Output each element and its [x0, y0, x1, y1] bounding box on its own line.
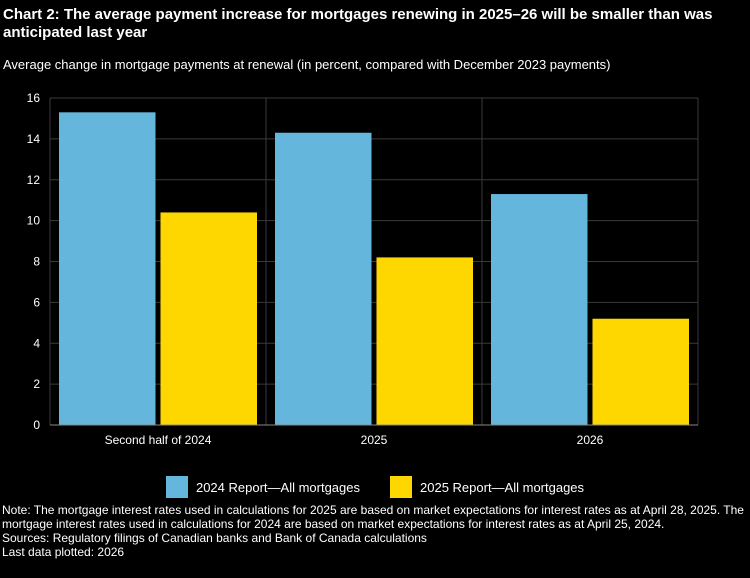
- bar-2024-report: [275, 132, 372, 425]
- chart-title: Chart 2: The average payment increase fo…: [3, 6, 713, 41]
- y-tick-label: 4: [33, 336, 40, 350]
- legend-swatch-2025-report: [390, 476, 412, 498]
- last-data-text: Last data plotted: 2026: [2, 545, 125, 559]
- y-tick-label: 10: [27, 214, 41, 228]
- bar-2024-report: [59, 112, 156, 426]
- y-tick-label: 0: [33, 418, 40, 432]
- y-tick-label: 6: [33, 295, 40, 309]
- legend-item-2025-report[interactable]: 2025 Report—All mortgages: [390, 476, 584, 498]
- chart-notes: Note: The mortgage interest rates used i…: [2, 503, 748, 559]
- bar-2025-report: [376, 257, 473, 425]
- chart-legend: 2024 Report—All mortgages 2025 Report—Al…: [0, 476, 750, 498]
- bar-chart: 0 2 4 6 8 10 12 14 16 Second half of 2024 2025 2026: [27, 91, 699, 447]
- y-tick-label: 8: [33, 255, 40, 269]
- legend-label-2024-report: 2024 Report—All mortgages: [195, 479, 360, 495]
- y-tick-label: 2: [33, 377, 40, 391]
- legend-label-2025-report: 2025 Report—All mortgages: [420, 479, 585, 495]
- legend-item-2024-report[interactable]: 2024 Report—All mortgages: [165, 476, 360, 498]
- sources-text: Sources: Regulatory filings of Canadian …: [2, 531, 427, 545]
- x-tick-label: 2025: [361, 433, 388, 447]
- x-tick-label: Second half of 2024: [105, 433, 212, 447]
- x-tick-label: 2026: [577, 433, 604, 447]
- chart-subtitle: Average change in mortgage payments at r…: [3, 57, 611, 72]
- bar-2025-report: [592, 318, 689, 425]
- y-tick-label: 12: [27, 173, 41, 187]
- y-tick-label: 14: [27, 132, 41, 146]
- note-text: Note: The mortgage interest rates used i…: [2, 503, 744, 531]
- bar-2025-report: [160, 212, 257, 425]
- legend-swatch-2024-report: [165, 476, 188, 498]
- bar-2024-report: [491, 194, 588, 425]
- y-tick-label: 16: [27, 91, 41, 105]
